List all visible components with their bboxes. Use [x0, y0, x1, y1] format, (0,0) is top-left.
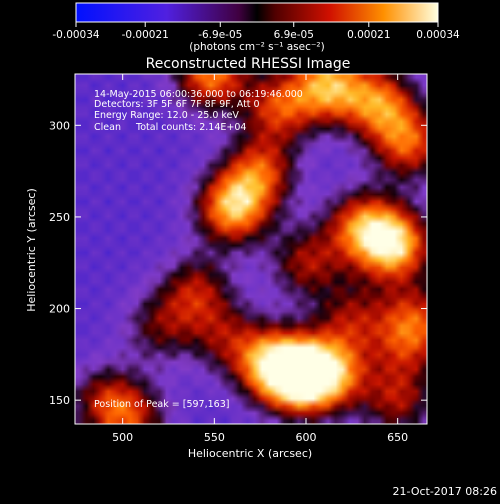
colorbar-tick-label: 6.9e-05 — [274, 29, 314, 41]
heatmap-plot: 500 550 600 650 150 200 250 300 — [49, 73, 428, 444]
y-tick-label: 250 — [49, 211, 70, 224]
y-tick-label: 200 — [49, 303, 70, 316]
annotation-block: 14-May-2015 06:00:36.000 to 06:19:46.000… — [94, 89, 303, 133]
y-tick-label: 300 — [49, 119, 70, 132]
peak-position-label: Position of Peak = [597,163] — [94, 399, 229, 410]
x-axis-label: Heliocentric X (arcsec) — [188, 447, 312, 460]
colorbar-ticks: -0.00034 -0.00021 -6.9e-05 6.9e-05 0.00021 0.… — [52, 22, 460, 41]
x-tick-label: 500 — [112, 431, 133, 444]
colorbar-tick-label: 0.00021 — [347, 29, 390, 41]
heatmap-image — [75, 74, 427, 424]
chart-title: Reconstructed RHESSI Image — [146, 56, 351, 72]
annotation-detectors: Detectors: 3F 5F 6F 7F 8F 9F, Att 0 — [94, 99, 260, 110]
annotation-time-range: 14-May-2015 06:00:36.000 to 06:19:46.000 — [94, 89, 303, 100]
y-tick-label: 150 — [49, 394, 70, 407]
annotation-clean-counts: Clean Total counts: 2.14E+04 — [94, 122, 246, 133]
axis-ticks: 500 550 600 650 150 200 250 300 — [49, 74, 427, 444]
x-tick-label: 650 — [387, 431, 408, 444]
colorbar-tick-label: 0.00034 — [416, 29, 460, 41]
colorbar-tick-label: -6.9e-05 — [198, 29, 242, 41]
colorbar: -0.00034 -0.00021 -6.9e-05 6.9e-05 0.00021 0.… — [52, 2, 460, 53]
y-axis-label: Heliocentric Y (arcsec) — [25, 188, 38, 312]
x-tick-label: 600 — [296, 431, 317, 444]
x-tick-label: 550 — [204, 431, 225, 444]
colorbar-tick-label: -0.00021 — [122, 29, 169, 41]
footer-date: 21-Oct-2017 08:26 — [393, 485, 497, 498]
annotation-energy-range: Energy Range: 12.0 - 25.0 keV — [94, 110, 239, 121]
colorbar-unit-label: (photons cm⁻² s⁻¹ asec⁻²) — [189, 41, 324, 53]
colorbar-gradient — [75, 2, 439, 23]
colorbar-tick-label: -0.00034 — [52, 29, 100, 41]
plot-frame — [74, 73, 428, 425]
